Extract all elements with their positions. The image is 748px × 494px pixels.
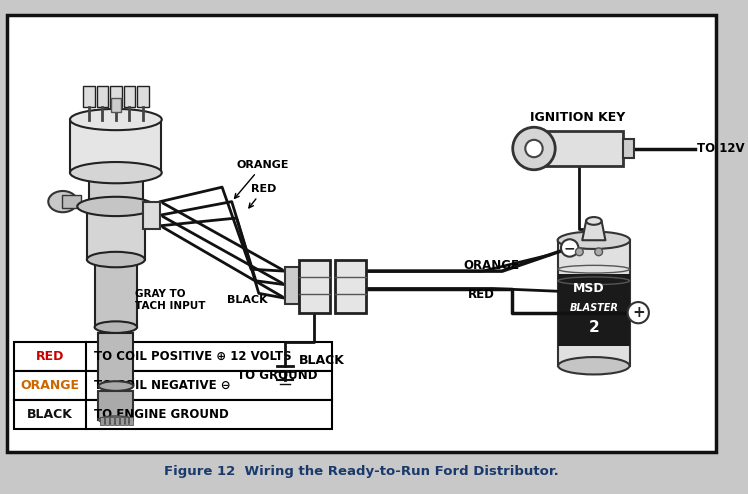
Bar	[83, 86, 95, 107]
Ellipse shape	[49, 191, 77, 212]
Text: −: −	[564, 241, 575, 255]
Bar	[110, 417, 114, 425]
Text: TO COIL NEGATIVE ⊖: TO COIL NEGATIVE ⊖	[94, 378, 230, 392]
Bar	[299, 259, 330, 313]
Text: ORANGE: ORANGE	[235, 160, 289, 198]
Bar	[62, 195, 81, 208]
Bar	[89, 172, 143, 206]
Text: MSD: MSD	[573, 282, 605, 295]
Text: RED: RED	[468, 288, 495, 301]
Ellipse shape	[70, 109, 162, 130]
Bar	[123, 86, 135, 107]
Ellipse shape	[99, 381, 133, 391]
Bar	[111, 98, 120, 112]
Bar	[129, 417, 133, 425]
Ellipse shape	[95, 322, 137, 333]
Text: BLACK: BLACK	[27, 408, 73, 420]
Ellipse shape	[87, 252, 145, 267]
Text: 2: 2	[589, 320, 599, 334]
Bar	[110, 86, 122, 107]
Circle shape	[512, 127, 555, 170]
Text: BLASTER: BLASTER	[569, 303, 619, 313]
Ellipse shape	[586, 217, 601, 225]
Text: BLACK: BLACK	[299, 354, 346, 368]
Text: GRAY TO
TACH INPUT: GRAY TO TACH INPUT	[135, 289, 206, 311]
Bar	[115, 417, 119, 425]
Bar	[558, 274, 630, 346]
Text: +: +	[632, 305, 645, 320]
Bar	[99, 391, 133, 420]
Bar	[623, 139, 634, 158]
Text: RED: RED	[249, 184, 277, 208]
Ellipse shape	[70, 162, 162, 183]
Ellipse shape	[557, 232, 630, 249]
Bar	[13, 342, 332, 370]
Ellipse shape	[77, 197, 155, 216]
Circle shape	[525, 140, 542, 157]
Text: BLACK: BLACK	[227, 295, 268, 305]
Bar	[70, 120, 162, 172]
Text: RED: RED	[36, 350, 64, 363]
Bar	[95, 259, 137, 327]
Bar	[13, 370, 332, 400]
Bar	[536, 131, 623, 166]
Bar	[96, 86, 108, 107]
Circle shape	[561, 239, 578, 257]
Bar	[285, 267, 299, 304]
Bar	[87, 206, 145, 259]
Bar	[143, 202, 160, 229]
Circle shape	[595, 248, 603, 256]
Text: Figure 12  Wiring the Ready-to-Run Ford Distributor.: Figure 12 Wiring the Ready-to-Run Ford D…	[164, 465, 559, 479]
Bar	[100, 417, 104, 425]
Circle shape	[575, 248, 583, 256]
Bar	[120, 417, 123, 425]
Bar	[137, 86, 149, 107]
Bar	[335, 259, 366, 313]
Bar	[105, 417, 109, 425]
Text: TO ENGINE GROUND: TO ENGINE GROUND	[94, 408, 228, 420]
Text: ORANGE: ORANGE	[464, 259, 519, 272]
Text: ORANGE: ORANGE	[20, 378, 79, 392]
Bar	[125, 417, 129, 425]
Text: TO GROUND: TO GROUND	[236, 369, 317, 382]
Bar	[13, 400, 332, 428]
Circle shape	[628, 302, 649, 323]
Bar	[558, 240, 630, 366]
Text: TO COIL POSITIVE ⊕ 12 VOLTS: TO COIL POSITIVE ⊕ 12 VOLTS	[94, 350, 291, 363]
Text: TO 12V: TO 12V	[697, 142, 745, 155]
Ellipse shape	[99, 416, 133, 424]
Text: IGNITION KEY: IGNITION KEY	[530, 111, 625, 124]
Bar	[99, 333, 133, 386]
Ellipse shape	[558, 357, 630, 374]
Polygon shape	[582, 221, 605, 240]
